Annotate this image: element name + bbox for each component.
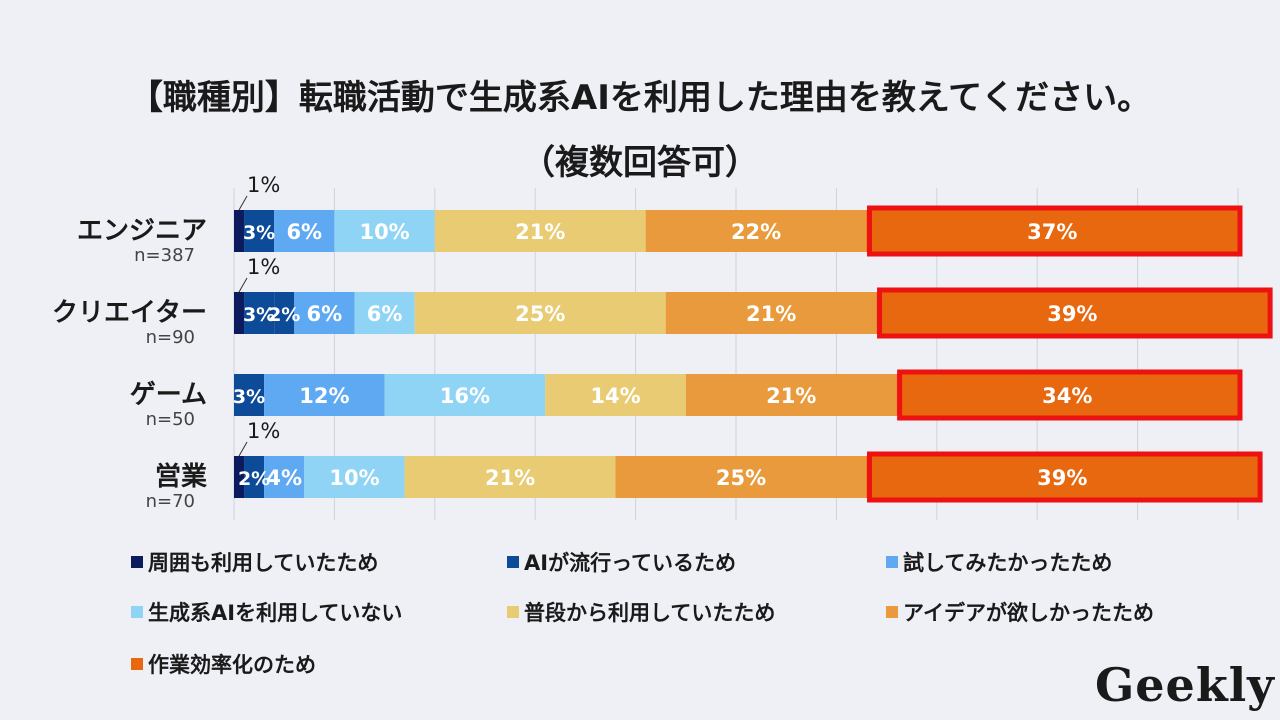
data-label: 2% <box>268 304 300 326</box>
data-label: 22% <box>731 220 781 244</box>
legend-label: 試してみたかったため <box>903 551 1112 575</box>
data-label: 6% <box>367 302 403 326</box>
bar-segment <box>264 456 305 498</box>
bar-segment <box>434 210 646 252</box>
bar-segment <box>866 456 1259 498</box>
bar-segment <box>896 374 1238 416</box>
bar-segment <box>294 292 355 334</box>
chart-subtitle: （複数回答可） <box>521 143 759 183</box>
legend-swatch <box>886 556 898 568</box>
data-label: 25% <box>716 466 766 490</box>
bar-segment <box>876 292 1269 334</box>
legend-label: AIが流行っているため <box>524 551 736 575</box>
legend-swatch <box>886 606 898 618</box>
data-label: 25% <box>515 302 565 326</box>
bar-segment <box>334 210 435 252</box>
data-label: 6% <box>307 302 343 326</box>
geekly-logo: Geekly <box>1095 658 1275 712</box>
legend-label: 周囲も利用していたため <box>148 551 378 575</box>
data-label: 14% <box>590 384 640 408</box>
data-label: 3% <box>243 222 275 244</box>
data-label: 1% <box>247 255 280 279</box>
bar-segment <box>645 210 867 252</box>
data-label: 39% <box>1037 466 1087 490</box>
data-label: 1% <box>247 173 280 197</box>
bar-segment <box>414 292 666 334</box>
sample-size-label: n=90 <box>146 327 195 348</box>
category-label: エンジニア <box>77 216 207 246</box>
sample-size-label: n=387 <box>134 245 195 266</box>
bar-segment <box>264 374 385 416</box>
callout-leader <box>238 277 248 293</box>
bar-segment <box>234 210 245 252</box>
bar-segment <box>274 210 335 252</box>
data-label: 37% <box>1027 220 1077 244</box>
category-label: 営業 <box>155 462 207 492</box>
bar-segment <box>404 456 616 498</box>
data-label: 21% <box>515 220 565 244</box>
bar-segment <box>244 456 265 498</box>
bar-segment <box>545 374 686 416</box>
highlight-box <box>867 451 1263 503</box>
bar-segment <box>665 292 877 334</box>
data-label: 34% <box>1042 384 1092 408</box>
legend-swatch <box>131 658 143 670</box>
bar-segment <box>354 292 415 334</box>
data-label: 2% <box>238 468 270 490</box>
data-label: 21% <box>485 466 535 490</box>
category-label: ゲーム <box>130 380 207 410</box>
sample-size-label: n=70 <box>146 491 195 512</box>
data-label: 12% <box>299 384 349 408</box>
data-label: 10% <box>329 466 379 490</box>
highlight-box <box>877 287 1273 339</box>
chart-title: 【職種別】転職活動で生成系AIを利用した理由を教えてください。 <box>128 78 1152 118</box>
legend-label: 生成系AIを利用していない <box>148 601 402 625</box>
category-label: クリエイター <box>52 298 207 328</box>
callout-leader <box>238 195 248 211</box>
bar-segment <box>866 210 1238 252</box>
bar-segment <box>615 456 867 498</box>
highlight-box <box>897 369 1243 421</box>
data-label: 21% <box>766 384 816 408</box>
data-label: 4% <box>266 466 302 490</box>
data-label: 21% <box>746 302 796 326</box>
bar-segment <box>244 210 275 252</box>
callout-leader <box>238 441 248 457</box>
legend-label: 普段から利用していたため <box>524 601 775 625</box>
data-label: 16% <box>440 384 490 408</box>
sample-size-label: n=50 <box>146 409 195 430</box>
bar-segment <box>304 456 405 498</box>
data-label: 10% <box>359 220 409 244</box>
highlight-box <box>867 205 1243 257</box>
data-label: 3% <box>243 304 275 326</box>
legend-swatch <box>131 606 143 618</box>
legend-label: アイデアが欲しかったため <box>903 601 1154 625</box>
data-label: 39% <box>1047 302 1097 326</box>
legend-swatch <box>507 556 519 568</box>
bar-segment <box>234 374 265 416</box>
bar-segment <box>384 374 546 416</box>
legend-swatch <box>131 556 143 568</box>
legend-label: 作業効率化のため <box>148 653 316 677</box>
data-label: 6% <box>286 220 322 244</box>
bar-segment <box>234 456 245 498</box>
bar-segment <box>274 292 295 334</box>
bar-segment <box>244 292 275 334</box>
legend-swatch <box>507 606 519 618</box>
bar-segment <box>234 292 245 334</box>
data-label: 1% <box>247 419 280 443</box>
bar-segment <box>685 374 897 416</box>
data-label: 3% <box>233 386 265 408</box>
